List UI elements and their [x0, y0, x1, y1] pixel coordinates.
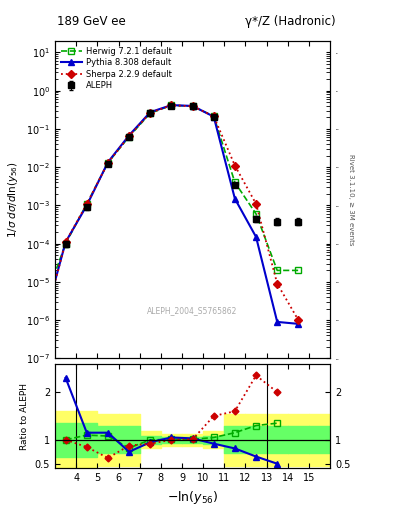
Y-axis label: Ratio to ALEPH: Ratio to ALEPH [20, 382, 29, 450]
Sherpa 2.2.9 default [275, 281, 279, 287]
Herwig 7.2.1 default [296, 267, 301, 273]
Line: Herwig 7.2.1 default: Herwig 7.2.1 default [41, 102, 301, 305]
Herwig 7.2.1 default [233, 179, 237, 185]
Sherpa 2.2.9 default [63, 239, 68, 245]
Text: ALEPH_2004_S5765862: ALEPH_2004_S5765862 [147, 306, 238, 315]
Sherpa 2.2.9 default [127, 133, 131, 139]
Sherpa 2.2.9 default [106, 160, 110, 166]
Pythia 8.308 default [106, 159, 110, 165]
Sherpa 2.2.9 default [84, 201, 89, 207]
Herwig 7.2.1 default [190, 103, 195, 109]
Herwig 7.2.1 default [42, 299, 47, 305]
Herwig 7.2.1 default [84, 201, 89, 207]
Pythia 8.308 default [190, 103, 195, 109]
Line: Pythia 8.308 default: Pythia 8.308 default [41, 102, 302, 327]
Pythia 8.308 default [63, 239, 68, 245]
Y-axis label: $1/\sigma\;d\sigma/d\ln(y_{56})$: $1/\sigma\;d\sigma/d\ln(y_{56})$ [6, 161, 20, 238]
Pythia 8.308 default [148, 109, 152, 115]
Pythia 8.308 default [42, 317, 47, 323]
Sherpa 2.2.9 default [296, 317, 301, 323]
Herwig 7.2.1 default [106, 160, 110, 166]
Herwig 7.2.1 default [254, 211, 259, 217]
Line: Sherpa 2.2.9 default: Sherpa 2.2.9 default [42, 102, 301, 325]
Sherpa 2.2.9 default [190, 103, 195, 110]
Herwig 7.2.1 default [275, 267, 279, 273]
Sherpa 2.2.9 default [42, 319, 47, 325]
Herwig 7.2.1 default [127, 134, 131, 140]
Text: 189 GeV ee: 189 GeV ee [57, 15, 126, 28]
Pythia 8.308 default [127, 132, 131, 138]
Sherpa 2.2.9 default [233, 162, 237, 168]
Pythia 8.308 default [254, 234, 259, 240]
Sherpa 2.2.9 default [211, 113, 216, 119]
Pythia 8.308 default [233, 196, 237, 202]
Pythia 8.308 default [275, 319, 279, 325]
Text: γ*/Z (Hadronic): γ*/Z (Hadronic) [245, 15, 336, 28]
Sherpa 2.2.9 default [148, 110, 152, 116]
Pythia 8.308 default [296, 321, 301, 327]
Y-axis label: Rivet 3.1.10, ≥ 3M events: Rivet 3.1.10, ≥ 3M events [348, 154, 354, 245]
Sherpa 2.2.9 default [254, 201, 259, 207]
Herwig 7.2.1 default [63, 241, 68, 247]
Pythia 8.308 default [84, 202, 89, 208]
Herwig 7.2.1 default [211, 113, 216, 119]
Pythia 8.308 default [211, 114, 216, 120]
X-axis label: $-\ln(y_{56})$: $-\ln(y_{56})$ [167, 489, 218, 506]
Herwig 7.2.1 default [148, 110, 152, 116]
Sherpa 2.2.9 default [169, 102, 174, 109]
Pythia 8.308 default [169, 102, 174, 108]
Legend: Herwig 7.2.1 default, Pythia 8.308 default, Sherpa 2.2.9 default, ALEPH: Herwig 7.2.1 default, Pythia 8.308 defau… [59, 45, 173, 92]
Herwig 7.2.1 default [169, 102, 174, 109]
